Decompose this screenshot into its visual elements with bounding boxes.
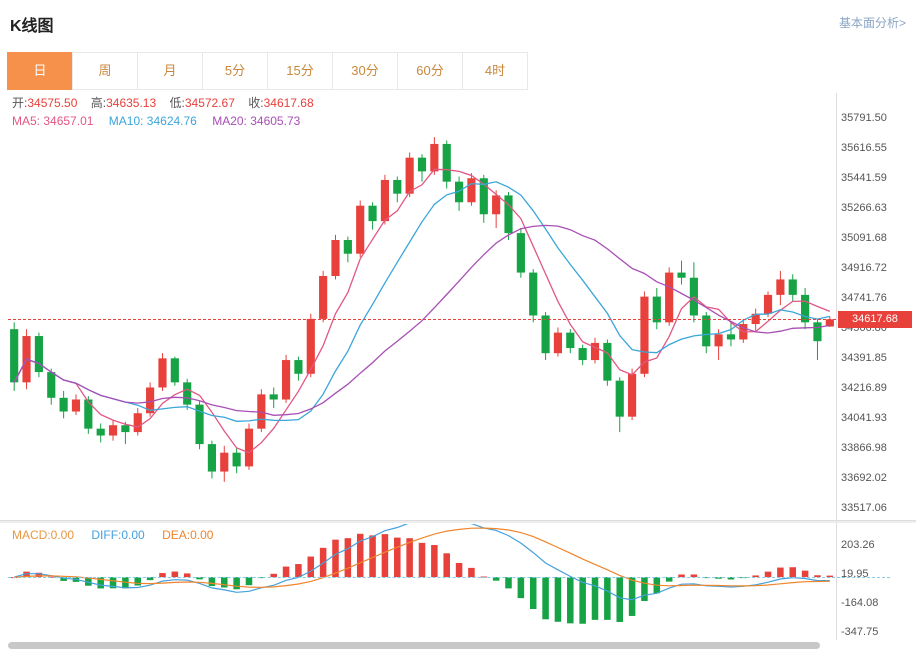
axis-label: -347.75 bbox=[841, 626, 879, 638]
low-label: 低: bbox=[169, 96, 185, 110]
macd-chart-canvas[interactable] bbox=[8, 524, 836, 640]
axis-label: 35441.59 bbox=[841, 172, 887, 184]
macd-zero-line bbox=[8, 577, 890, 578]
page-header: K线图 基本面分析> bbox=[0, 0, 916, 52]
close-label: 收: bbox=[248, 96, 264, 110]
high-label: 高: bbox=[90, 96, 107, 110]
macd-info-row: MACD:0.00 DIFF:0.00 DEA:0.00 bbox=[12, 528, 227, 542]
period-tabs: 日 周 月 5分 15分 30分 60分 4时 bbox=[0, 52, 916, 90]
dea-value: DEA:0.00 bbox=[162, 528, 214, 542]
axis-label: 34916.72 bbox=[841, 262, 887, 274]
tab-60min[interactable]: 60分 bbox=[397, 52, 463, 90]
axis-label: 33517.06 bbox=[841, 502, 887, 514]
axis-label: 34391.85 bbox=[841, 352, 887, 364]
low-value: 34572.67 bbox=[184, 96, 235, 110]
axis-label: -164.08 bbox=[841, 597, 879, 609]
high-value: 34635.13 bbox=[106, 96, 157, 110]
close-value: 34617.68 bbox=[263, 96, 314, 110]
tab-week[interactable]: 周 bbox=[72, 52, 138, 90]
tab-15min[interactable]: 15分 bbox=[267, 52, 333, 90]
open-label: 开: bbox=[12, 96, 28, 110]
main-chart-canvas[interactable] bbox=[8, 93, 836, 517]
axis-label: 35616.55 bbox=[841, 142, 887, 154]
current-price-line bbox=[8, 319, 836, 320]
fundamental-analysis-link[interactable]: 基本面分析> bbox=[838, 16, 906, 30]
axis-label: 35091.68 bbox=[841, 232, 887, 244]
pane-divider bbox=[0, 520, 916, 523]
ma20-label: MA20: bbox=[212, 114, 247, 128]
ma20-value: 34605.73 bbox=[250, 114, 301, 128]
tab-4hour[interactable]: 4时 bbox=[462, 52, 528, 90]
axis-label: 33692.02 bbox=[841, 472, 887, 484]
ma10-label: MA10: bbox=[108, 114, 144, 128]
ma5-value: 34657.01 bbox=[43, 114, 94, 128]
axis-label: 33866.98 bbox=[841, 442, 887, 454]
ma10-value: 34624.76 bbox=[146, 114, 197, 128]
axis-label: 34216.89 bbox=[841, 382, 887, 394]
tab-month[interactable]: 月 bbox=[137, 52, 203, 90]
axis-separator-line bbox=[836, 93, 837, 640]
axis-label: 35791.50 bbox=[841, 112, 887, 124]
axis-label: 35266.63 bbox=[841, 202, 887, 214]
tab-day[interactable]: 日 bbox=[7, 52, 73, 90]
ma5-label: MA5: bbox=[12, 114, 41, 128]
axis-label: 203.26 bbox=[841, 539, 875, 551]
axis-label: 34041.93 bbox=[841, 412, 887, 424]
chart-area: 开:34575.50 高:34635.13 低:34572.67 收:34617… bbox=[0, 90, 916, 650]
ma-info-row: MA5: 34657.01 MA10: 34624.76 MA20: 34605… bbox=[12, 114, 300, 128]
diff-value: DIFF:0.00 bbox=[91, 528, 145, 542]
tab-30min[interactable]: 30分 bbox=[332, 52, 398, 90]
macd-value: MACD:0.00 bbox=[12, 528, 75, 542]
page-title: K线图 bbox=[10, 18, 54, 35]
open-value: 34575.50 bbox=[27, 96, 78, 110]
axis-label: 34741.76 bbox=[841, 292, 887, 304]
chart-scrollbar[interactable] bbox=[8, 642, 820, 649]
tab-5min[interactable]: 5分 bbox=[202, 52, 268, 90]
ohlc-info-row: 开:34575.50 高:34635.13 低:34572.67 收:34617… bbox=[12, 94, 324, 111]
current-price-tag: 34617.68 bbox=[838, 311, 912, 328]
axis-label: 19.95 bbox=[841, 568, 869, 580]
